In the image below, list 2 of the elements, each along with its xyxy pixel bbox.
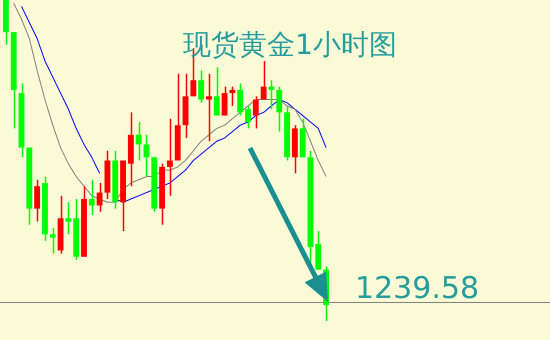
text: 1239.58 [355,271,480,306]
text: 现货黄金1小时图 [182,27,398,63]
